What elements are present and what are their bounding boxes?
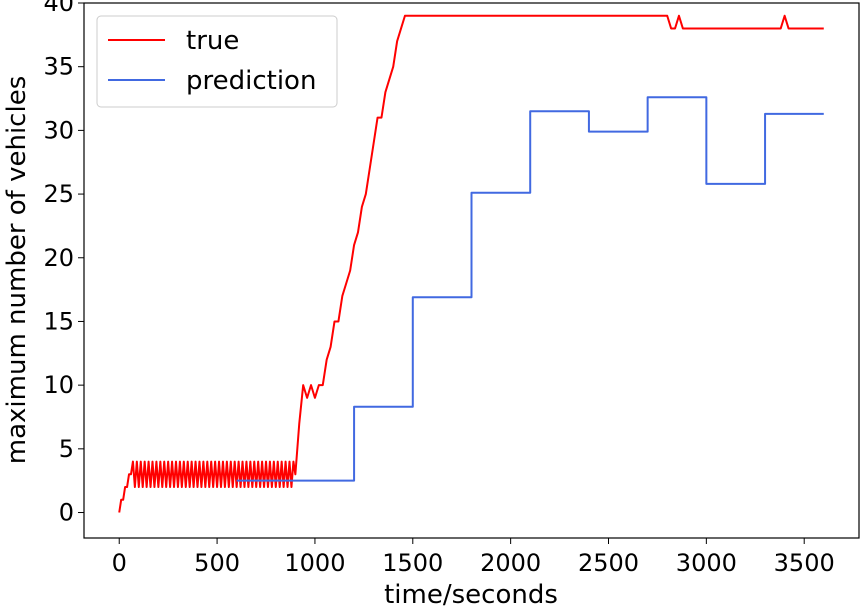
legend-label-prediction: prediction — [186, 66, 316, 96]
legend-label-true: true — [186, 26, 239, 56]
plot-lines — [118, 14, 824, 513]
x-tick-label: 2000 — [480, 549, 541, 577]
x-tick-label: 2500 — [578, 549, 639, 577]
y-tick-label: 35 — [43, 53, 74, 81]
legend-box — [96, 15, 338, 108]
x-tick-label: 3000 — [676, 549, 737, 577]
series-line-true — [118, 14, 824, 513]
y-tick-label: 10 — [43, 371, 74, 399]
x-axis-label: time/seconds — [384, 580, 558, 608]
y-tick-label: 30 — [43, 116, 74, 144]
y-tick-label: 5 — [59, 435, 74, 463]
x-tick-label: 500 — [194, 549, 240, 577]
x-tick-label: 1500 — [382, 549, 443, 577]
y-axis-ticks: 0 5 10 15 20 25 30 35 40 — [43, 0, 84, 527]
series-line-prediction — [236, 96, 824, 482]
y-tick-label: 15 — [43, 307, 74, 335]
x-axis-ticks: 0 500 1000 1500 2000 2500 3000 3500 — [112, 538, 835, 577]
plot-frame — [83, 2, 860, 539]
x-tick-label: 0 — [112, 549, 127, 577]
y-tick-label: 0 — [59, 499, 74, 527]
legend: true prediction — [96, 15, 338, 108]
x-tick-label: 1000 — [284, 549, 345, 577]
x-tick-label: 3500 — [774, 549, 835, 577]
y-axis-label: maximum number of vehicles — [2, 76, 32, 464]
y-tick-label: 25 — [43, 180, 74, 208]
y-tick-label: 40 — [43, 0, 74, 17]
y-tick-label: 20 — [43, 244, 74, 272]
